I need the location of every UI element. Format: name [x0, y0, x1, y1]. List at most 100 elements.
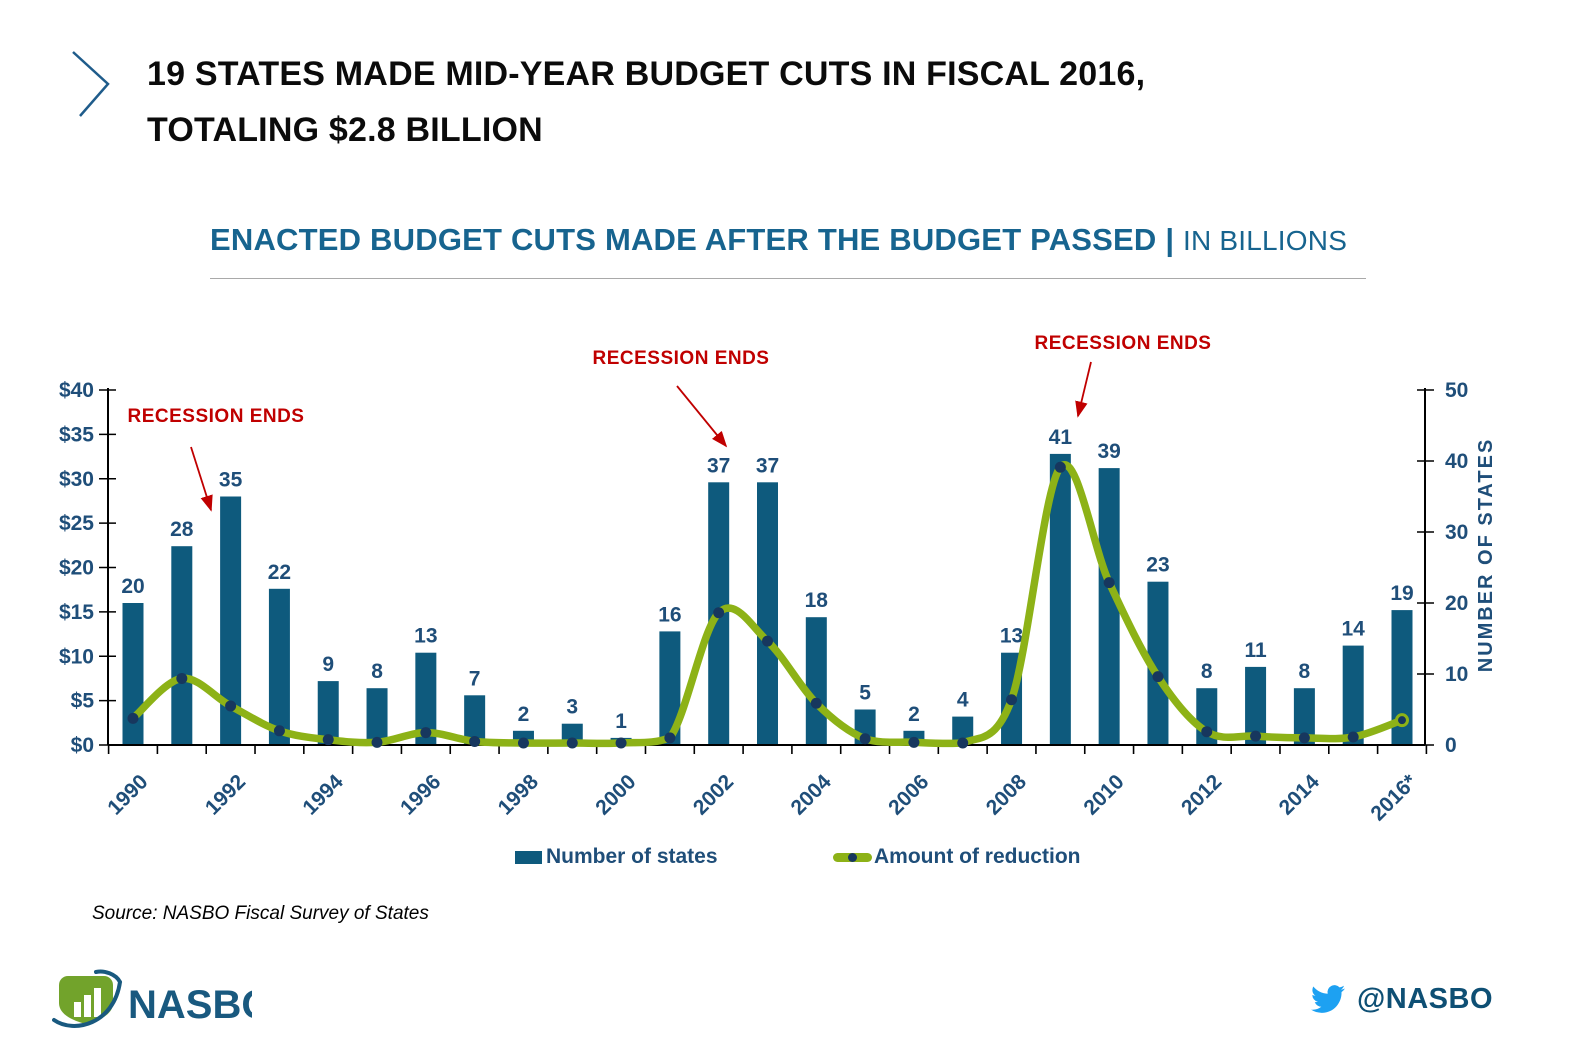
- line-marker-1994: [322, 734, 334, 746]
- logo-swoosh: [52, 969, 122, 1028]
- line-marker-2006: [908, 736, 920, 748]
- recession-ends-label: RECESSION ENDS: [1035, 333, 1212, 354]
- bar-value-label: 4: [957, 689, 969, 712]
- bar-value-label: 19: [1390, 582, 1413, 605]
- year-label-2006: 2006: [884, 770, 933, 819]
- line-marker-1992: [225, 700, 237, 712]
- line-marker-1991: [176, 672, 188, 684]
- left-axis-tick-label: $35: [59, 423, 94, 446]
- chart-area: $0 $5 $10 $15 $20 $25 $30 $35 $40 0 10 20 30 40 50 NUMB…: [40, 300, 1540, 845]
- bar-value-label: 22: [268, 561, 291, 584]
- year-label-2002: 2002: [689, 770, 738, 819]
- line-swatch-marker: [848, 852, 857, 862]
- chart-title-separator: |: [1156, 222, 1184, 257]
- bar-2010: [1098, 468, 1120, 745]
- logo-wordmark: NASBO: [128, 983, 252, 1027]
- right-axis-title: NUMBER OF STATES: [1475, 438, 1497, 673]
- slide-title-line2: TOTALING $2.8 BILLION: [147, 111, 543, 149]
- bar-value-label: 13: [1000, 625, 1023, 648]
- bar-2001: [659, 631, 681, 745]
- left-axis-tick-label: $25: [59, 512, 94, 535]
- legend-label: Number of states: [546, 845, 718, 868]
- left-axis-tick-label: $40: [59, 379, 94, 402]
- twitter-block[interactable]: @NASBO: [1308, 982, 1493, 1016]
- year-label-2014: 2014: [1275, 770, 1325, 820]
- line-marker-1996: [420, 727, 432, 739]
- bar-value-label: 14: [1342, 618, 1366, 641]
- line-marker-2010: [1103, 577, 1115, 589]
- year-label-1996: 1996: [396, 770, 445, 819]
- bar-value-label: 20: [121, 575, 144, 598]
- bars-series: [122, 453, 1413, 745]
- left-axis-tick-label: $20: [59, 557, 94, 580]
- year-label-1994: 1994: [298, 770, 348, 820]
- reduction-line: [129, 460, 1406, 748]
- line-marker-2015: [1347, 731, 1359, 743]
- line-marker-2001: [664, 732, 676, 744]
- axes: $0 $5 $10 $15 $20 $25 $30 $35 $40 0 10 20 30 40 50 NUMB…: [59, 379, 1497, 757]
- recession-ends-arrow: [190, 446, 213, 512]
- legend-item-amount-of-reduction: Amount of reduction: [833, 845, 1080, 868]
- line-marker-1999: [566, 737, 578, 749]
- right-axis-tick-label: 20: [1445, 592, 1468, 615]
- annotations: RECESSION ENDS RECESSION ENDS RECESSION EN…: [128, 333, 1212, 512]
- nasbo-logo: NASBO: [52, 969, 252, 1028]
- bar-value-label: 28: [170, 518, 194, 541]
- chart-title-main: ENACTED BUDGET CUTS MADE AFTER THE BUDGE…: [210, 222, 1157, 257]
- bar-value-label: 39: [1097, 440, 1120, 463]
- bar-value-label: 23: [1146, 554, 1169, 577]
- bar-2015: [1342, 645, 1364, 745]
- year-label-1992: 1992: [201, 770, 250, 819]
- year-label-2010: 2010: [1079, 770, 1128, 819]
- line-marker-2003: [762, 635, 774, 647]
- bar-1993: [268, 588, 290, 745]
- year-label-2016*: 2016*: [1366, 770, 1422, 826]
- chart-title-sub: IN BILLIONS: [1183, 225, 1348, 256]
- recession-ends-arrow: [1075, 361, 1092, 418]
- line-marker-2009: [1054, 461, 1066, 473]
- bar-value-label: 9: [322, 653, 334, 676]
- bar-swatch: [515, 850, 542, 864]
- line-marker-1997: [469, 735, 481, 747]
- line-marker-2007: [957, 737, 969, 749]
- line-marker-2000: [615, 737, 627, 749]
- bar-1992: [220, 496, 242, 745]
- logo-bar-1: [74, 1002, 81, 1017]
- chart-canvas: $0 $5 $10 $15 $20 $25 $30 $35 $40 0 10 20 30 40 50 NUMB…: [59, 333, 1497, 826]
- twitter-handle[interactable]: @NASBO: [1357, 982, 1494, 1015]
- legend-item-number-of-states: Number of states: [515, 845, 718, 868]
- recession-ends-label: RECESSION ENDS: [128, 406, 305, 427]
- year-label-1990: 1990: [103, 770, 152, 819]
- recession-ends-label: RECESSION ENDS: [593, 348, 770, 369]
- year-label-2008: 2008: [982, 770, 1032, 820]
- line-marker-2013: [1250, 730, 1262, 742]
- bar-1997: [464, 695, 486, 745]
- bar-2004: [805, 617, 827, 745]
- line-marker-1998: [517, 737, 529, 749]
- right-axis-tick-label: 30: [1445, 521, 1468, 544]
- bar-value-label: 8: [1201, 660, 1213, 683]
- line-markers: [127, 461, 1410, 749]
- bar-2014: [1293, 688, 1315, 745]
- left-axis-tick-label: $5: [71, 690, 95, 713]
- left-axis-tick-label: $10: [59, 645, 94, 668]
- line-marker-1993: [273, 725, 285, 737]
- bar-value-label: 8: [371, 660, 383, 683]
- recession-ends-arrow: [676, 385, 728, 448]
- line-marker-1995: [371, 736, 383, 748]
- bar-value-label: 1: [615, 710, 627, 733]
- bar-value-label: 2: [518, 703, 530, 726]
- bar-value-label: 11: [1244, 639, 1267, 662]
- bar-2011: [1147, 581, 1169, 745]
- line-marker-2011: [1152, 671, 1164, 683]
- bar-value-label: 5: [859, 682, 871, 705]
- x-axis-labels: 1990 1992 1994 1996 1998 2000 2002 2004 2006 2008…: [103, 770, 1422, 826]
- line-marker-2004: [810, 697, 822, 709]
- bar-1996: [415, 652, 437, 745]
- year-label-2004: 2004: [787, 770, 837, 820]
- line-swatch: [833, 852, 872, 862]
- year-label-2000: 2000: [591, 770, 640, 819]
- year-label-1998: 1998: [494, 770, 544, 820]
- right-axis-tick-label: 10: [1445, 663, 1468, 686]
- logo-bar-3: [94, 988, 101, 1017]
